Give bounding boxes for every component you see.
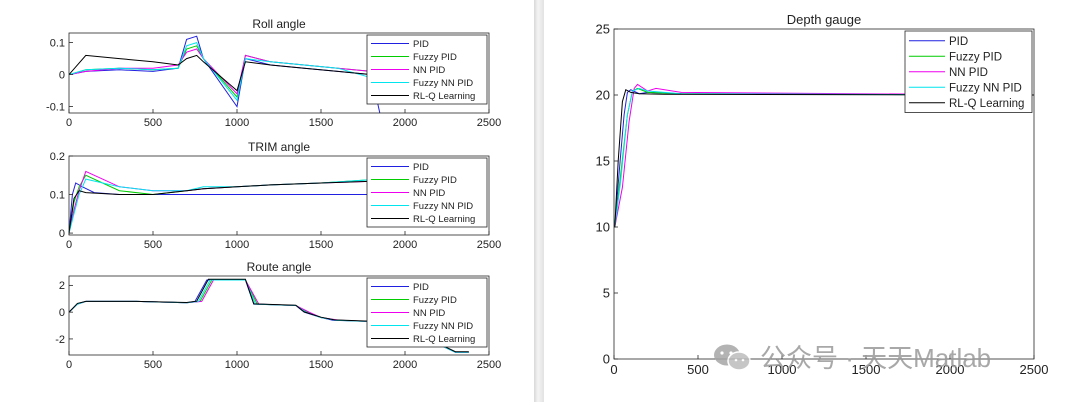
route-legend-label-4: RL-Q Learning: [413, 334, 475, 345]
route-legend: PID Fuzzy PID NN PID Fuzzy NN PID RL-Q Learn…: [366, 277, 488, 348]
roll-xtick-label: 1500: [309, 117, 333, 129]
depth-ytick-label: 0: [603, 352, 610, 367]
trim-series-1: [69, 174, 380, 234]
route-legend-label-2: NN PID: [413, 308, 445, 319]
roll-ytick-label: -0.1: [46, 101, 65, 113]
trim-ytick-label: 0.2: [50, 151, 65, 163]
roll-series-2: [69, 48, 372, 95]
roll-ytick-label: 0.1: [50, 37, 65, 49]
trim-legend-label-3: Fuzzy NN PID: [413, 201, 473, 212]
depth-ytick-label: 10: [596, 220, 610, 235]
trim-axes-box: [68, 155, 490, 236]
route-title: Route angle: [247, 260, 312, 274]
route-chart: Route angle 0 500 1000 1500 2000 2500 -2 0 2 PID Fu…: [55, 260, 501, 371]
route-xtick-label: 1500: [309, 359, 333, 371]
trim-chart: TRIM angle 0 500 1000 1500 2000 2500 0 0.1 0.2 PID…: [50, 140, 502, 251]
trim-legend-label-0: PID: [413, 162, 429, 173]
depth-legend-label-4: RL-Q Learning: [949, 98, 1024, 110]
roll-legend-label-1: Fuzzy PID: [413, 52, 457, 63]
depth-axes-box: [613, 28, 1035, 360]
depth-legend-label-0: PID: [949, 36, 968, 48]
trim-xtick-label: 1000: [225, 239, 249, 251]
route-ytick-label: 0: [59, 307, 65, 319]
roll-series-0: [69, 35, 381, 113]
trim-ytick-label: 0: [59, 228, 65, 240]
window-divider: [534, 0, 544, 402]
depth-legend-label-2: NN PID: [949, 67, 988, 79]
depth-xtick-label: 1500: [852, 362, 881, 377]
depth-legend: PID Fuzzy PID NN PID Fuzzy NN PID RL-Q Learn…: [904, 30, 1033, 113]
depth-title: Depth gauge: [787, 12, 861, 27]
depth-ytick-label: 5: [603, 286, 610, 301]
route-xtick-label: 1000: [225, 359, 249, 371]
trim-legend: PID Fuzzy PID NN PID Fuzzy NN PID RL-Q Learn…: [366, 157, 488, 228]
roll-legend-label-4: RL-Q Learning: [413, 91, 475, 102]
watermark-text: 公众号 · 天天Matlab: [760, 343, 992, 373]
trim-xtick-label: 2000: [393, 239, 417, 251]
route-legend-label-0: PID: [413, 282, 429, 293]
trim-ytick-label: 0.1: [50, 189, 65, 201]
route-xtick-label: 500: [144, 359, 162, 371]
depth-ytick-label: 15: [596, 154, 610, 169]
route-axes-box: [68, 275, 490, 356]
route-legend-label-1: Fuzzy PID: [413, 295, 457, 306]
route-xtick-label: 2500: [477, 359, 501, 371]
watermark: 公众号 · 天天Matlab: [712, 338, 991, 375]
trim-series-2: [69, 170, 380, 234]
roll-series-4: [69, 54, 372, 92]
trim-xtick-label: 0: [66, 239, 72, 251]
depth-legend-label-1: Fuzzy PID: [949, 51, 1002, 63]
route-ytick-label: -2: [55, 334, 65, 346]
roll-legend-label-0: PID: [413, 39, 429, 50]
roll-legend-label-2: NN PID: [413, 65, 445, 76]
depth-xtick-label: 0: [610, 362, 617, 377]
depth-chart: Depth gauge 0 500 1000 1500 2000 2500 0 5 10 15 20 2…: [596, 12, 1049, 377]
depth-legend-label-3: Fuzzy NN PID: [949, 82, 1022, 94]
trim-legend-label-4: RL-Q Learning: [413, 214, 475, 225]
depth-xtick-label: 500: [687, 362, 709, 377]
roll-series-1: [69, 45, 372, 99]
trim-series-0: [69, 182, 380, 234]
roll-xtick-label: 0: [66, 117, 72, 129]
roll-xtick-label: 500: [144, 117, 162, 129]
trim-xtick-label: 500: [144, 239, 162, 251]
depth-xtick-label: 1000: [768, 362, 797, 377]
roll-legend: PID Fuzzy PID NN PID Fuzzy NN PID RL-Q Learn…: [366, 34, 488, 105]
route-xtick-label: 0: [66, 359, 72, 371]
depth-xtick-label: 2000: [936, 362, 965, 377]
trim-xtick-label: 1500: [309, 239, 333, 251]
trim-legend-label-1: Fuzzy PID: [413, 175, 457, 186]
roll-legend-label-3: Fuzzy NN PID: [413, 78, 473, 89]
right-figure: Depth gauge 0 500 1000 1500 2000 2500 0 5 10 15 20 2…: [596, 12, 1049, 377]
route-ytick-label: 2: [59, 280, 65, 292]
wechat-icon: [712, 342, 752, 372]
roll-title: Roll angle: [252, 17, 306, 31]
trim-series-4: [69, 180, 380, 234]
trim-legend-label-2: NN PID: [413, 188, 445, 199]
trim-title: TRIM angle: [248, 140, 310, 154]
depth-series-3: [614, 87, 1034, 228]
roll-axes-box: [68, 32, 490, 114]
roll-legend-box: [366, 34, 488, 105]
depth-ytick-label: 20: [596, 88, 610, 103]
route-xtick-label: 2000: [393, 359, 417, 371]
route-legend-label-3: Fuzzy NN PID: [413, 321, 473, 332]
roll-ytick-label: 0: [59, 69, 65, 81]
depth-series-2: [614, 83, 1034, 228]
right-figure-panel: Depth gauge 0 500 1000 1500 2000 2500 0 5 10 15 20 2…: [544, 0, 1080, 402]
depth-ytick-label: 25: [596, 22, 610, 37]
depth-xtick-label: 2500: [1020, 362, 1049, 377]
left-figure-panel: Roll angle 0 500 1000 1500 2000 2500 -0.1 0 0.1 PI…: [0, 0, 534, 402]
roll-series-3: [69, 41, 372, 102]
roll-xtick-label: 2000: [393, 117, 417, 129]
roll-xtick-label: 2500: [477, 117, 501, 129]
trim-xtick-label: 2500: [477, 239, 501, 251]
roll-xtick-label: 1000: [225, 117, 249, 129]
depth-series-4: [614, 88, 1034, 228]
